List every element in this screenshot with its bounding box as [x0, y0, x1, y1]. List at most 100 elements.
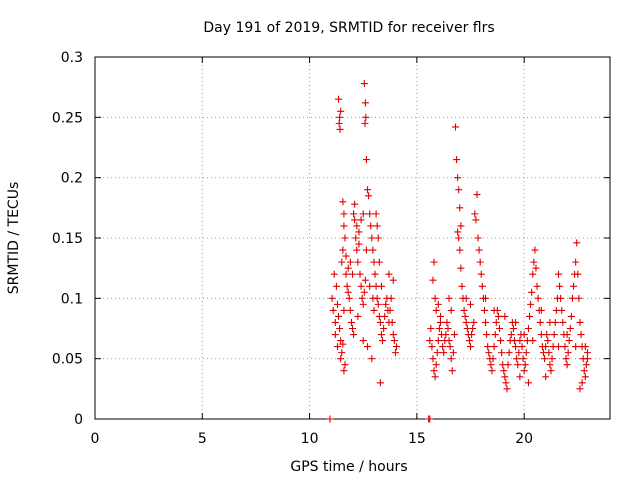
data-point	[548, 355, 556, 363]
data-point	[369, 246, 377, 254]
data-point	[557, 294, 565, 302]
data-point	[452, 123, 459, 131]
data-point	[362, 113, 370, 121]
data-point	[339, 246, 347, 254]
data-point	[543, 331, 551, 339]
data-point	[381, 312, 389, 320]
data-point	[364, 186, 372, 194]
data-point	[376, 379, 384, 387]
data-point	[567, 312, 575, 320]
data-point	[370, 306, 378, 314]
data-point	[512, 343, 520, 351]
data-point	[455, 234, 463, 242]
data-point	[359, 337, 367, 345]
data-point	[375, 258, 383, 266]
data-point	[455, 186, 463, 194]
data-point	[520, 331, 528, 339]
data-point	[500, 367, 508, 375]
data-point	[545, 349, 553, 357]
data-point	[332, 282, 340, 290]
data-point	[483, 331, 491, 339]
data-point	[357, 282, 365, 290]
data-point	[354, 312, 362, 320]
data-point	[330, 270, 338, 278]
data-point	[492, 318, 500, 326]
data-point	[431, 294, 439, 302]
data-point	[563, 361, 571, 369]
data-point	[512, 318, 520, 326]
data-point	[565, 337, 573, 345]
data-point	[351, 216, 359, 224]
data-point	[362, 156, 370, 164]
data-point	[349, 325, 356, 332]
data-point	[338, 349, 346, 357]
data-point	[582, 361, 590, 369]
data-point	[488, 367, 496, 375]
data-point	[491, 331, 499, 339]
data-point	[474, 234, 482, 242]
y-tick-label: 0.2	[61, 171, 83, 187]
data-point	[353, 222, 361, 230]
data-point	[457, 264, 465, 272]
x-tick-label: 20	[515, 431, 533, 447]
data-point	[364, 343, 372, 351]
data-point	[470, 318, 478, 326]
data-point	[371, 270, 379, 278]
data-point	[485, 349, 493, 357]
data-point	[359, 210, 367, 218]
data-point	[576, 318, 584, 326]
data-point	[374, 234, 382, 242]
data-point	[449, 349, 457, 357]
data-point	[503, 385, 511, 393]
data-point	[331, 318, 339, 326]
data-point	[335, 312, 343, 320]
data-point	[514, 361, 522, 369]
x-tick-label: 0	[91, 431, 100, 447]
data-point	[544, 337, 552, 345]
data-point	[482, 318, 490, 326]
data-point	[489, 355, 497, 363]
data-point	[490, 306, 498, 314]
data-point	[480, 306, 488, 314]
data-point	[340, 210, 348, 218]
y-tick-label: 0.15	[52, 231, 83, 247]
data-point	[558, 306, 566, 314]
data-point	[575, 294, 583, 302]
data-point	[326, 415, 334, 423]
data-point	[501, 373, 509, 381]
data-point	[361, 99, 369, 107]
data-point	[435, 325, 443, 332]
data-point	[427, 325, 435, 332]
data-point	[448, 367, 456, 375]
data-point	[369, 294, 377, 302]
data-point	[432, 361, 440, 369]
data-point	[550, 331, 558, 339]
data-point	[572, 343, 580, 351]
axis-ticks: 0 5 10 15 20 0 0.05 0.1 0.15 0.2 0.25 0.3	[52, 50, 610, 447]
data-point	[372, 210, 380, 218]
data-point	[497, 337, 505, 345]
data-point	[473, 191, 481, 199]
y-tick-label: 0.25	[52, 110, 83, 126]
data-point	[426, 337, 434, 345]
data-point	[518, 343, 526, 351]
data-point	[366, 210, 374, 218]
data-point	[373, 222, 381, 230]
data-point	[484, 343, 492, 351]
data-point	[515, 349, 523, 357]
data-point	[467, 343, 475, 351]
data-point	[460, 306, 468, 314]
data-point	[524, 379, 532, 387]
data-point	[347, 318, 355, 326]
data-point	[456, 204, 464, 212]
data-point	[482, 294, 490, 302]
data-point	[361, 276, 369, 284]
data-point	[380, 325, 388, 332]
data-point	[458, 282, 466, 290]
data-point	[337, 337, 345, 345]
data-point	[374, 300, 382, 308]
data-point	[475, 246, 483, 254]
data-point	[340, 222, 348, 230]
data-point	[350, 210, 358, 218]
